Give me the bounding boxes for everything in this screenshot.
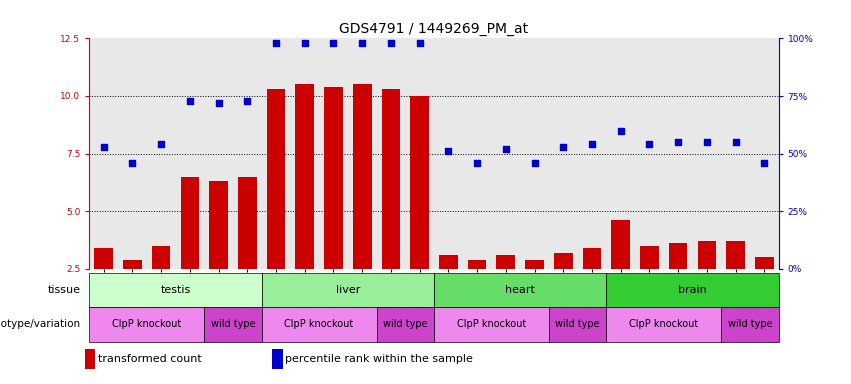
Text: ClpP knockout: ClpP knockout <box>112 319 181 329</box>
Point <box>298 40 311 46</box>
Bar <box>209 181 228 269</box>
Point <box>442 148 455 154</box>
Title: GDS4791 / 1449269_PM_at: GDS4791 / 1449269_PM_at <box>340 22 528 36</box>
Point <box>585 141 599 147</box>
Bar <box>376 307 434 342</box>
Bar <box>607 307 722 342</box>
Bar <box>439 255 458 269</box>
Text: wild type: wild type <box>211 319 255 329</box>
Text: percentile rank within the sample: percentile rank within the sample <box>285 354 473 364</box>
Bar <box>381 89 400 269</box>
Text: brain: brain <box>678 285 707 295</box>
Bar <box>496 255 515 269</box>
Point <box>671 139 685 145</box>
Bar <box>669 243 688 269</box>
Point <box>643 141 656 147</box>
Bar <box>180 177 199 269</box>
Bar <box>295 84 314 269</box>
Point <box>384 40 397 46</box>
Bar <box>94 248 113 269</box>
Bar <box>583 248 602 269</box>
Bar <box>434 273 606 307</box>
Point <box>700 139 714 145</box>
Bar <box>151 246 170 269</box>
Point <box>413 40 426 46</box>
Point <box>154 141 168 147</box>
Text: ClpP knockout: ClpP knockout <box>284 319 354 329</box>
Bar <box>722 307 779 342</box>
Bar <box>525 260 544 269</box>
Bar <box>640 246 659 269</box>
Bar <box>266 89 285 269</box>
Point <box>183 98 197 104</box>
Bar <box>262 273 434 307</box>
Text: wild type: wild type <box>728 319 772 329</box>
Bar <box>549 307 606 342</box>
Text: tissue: tissue <box>48 285 81 295</box>
Point <box>499 146 512 152</box>
Point <box>97 144 111 150</box>
Text: wild type: wild type <box>383 319 427 329</box>
Text: ClpP knockout: ClpP knockout <box>629 319 699 329</box>
Text: genotype/variation: genotype/variation <box>0 319 81 329</box>
Point <box>757 160 771 166</box>
Point <box>356 40 369 46</box>
Bar <box>89 273 262 307</box>
Bar <box>123 260 142 269</box>
Bar <box>272 349 283 369</box>
Bar <box>204 307 262 342</box>
Point <box>126 160 140 166</box>
Bar <box>698 241 717 269</box>
Bar <box>607 273 779 307</box>
Text: testis: testis <box>160 285 191 295</box>
Point <box>528 160 541 166</box>
Point <box>471 160 484 166</box>
Point <box>557 144 570 150</box>
Bar <box>755 257 774 269</box>
Bar <box>262 307 376 342</box>
Bar <box>434 307 549 342</box>
Bar <box>324 87 343 269</box>
Point <box>614 127 627 134</box>
Bar <box>468 260 487 269</box>
Text: transformed count: transformed count <box>98 354 202 364</box>
Bar <box>611 220 630 269</box>
Bar <box>726 241 745 269</box>
Bar <box>85 349 95 369</box>
Bar <box>410 96 429 269</box>
Point <box>212 100 226 106</box>
Text: liver: liver <box>335 285 360 295</box>
Bar <box>238 177 257 269</box>
Point <box>728 139 742 145</box>
Point <box>327 40 340 46</box>
Point <box>269 40 283 46</box>
Bar <box>89 307 204 342</box>
Bar <box>554 253 573 269</box>
Text: heart: heart <box>505 285 535 295</box>
Text: ClpP knockout: ClpP knockout <box>457 319 526 329</box>
Point <box>241 98 254 104</box>
Text: wild type: wild type <box>556 319 600 329</box>
Bar <box>353 84 372 269</box>
